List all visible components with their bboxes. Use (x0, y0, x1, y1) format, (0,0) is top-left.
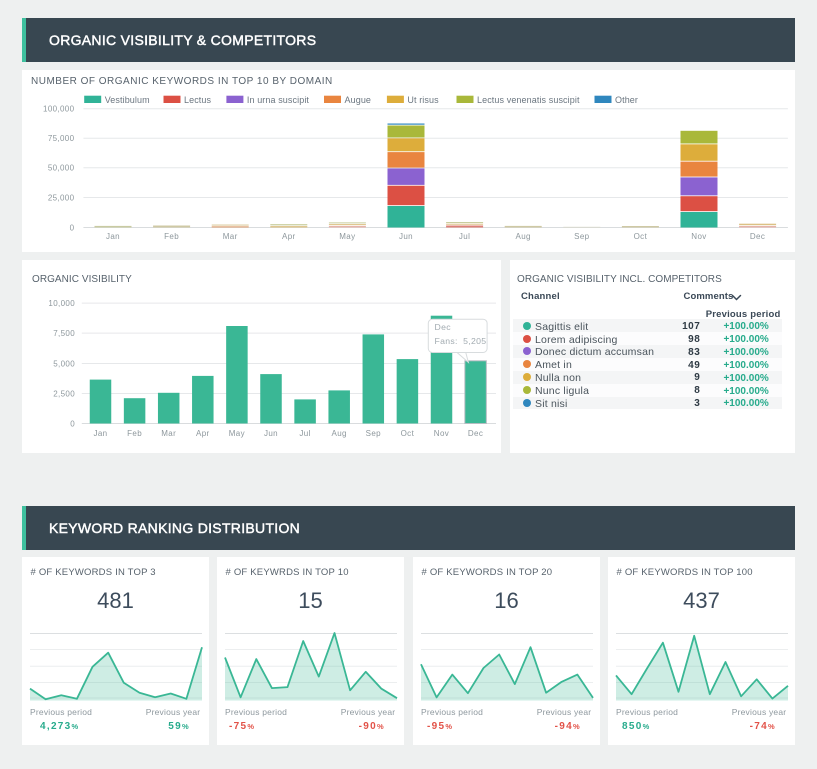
svg-text:Sep: Sep (574, 232, 590, 241)
svg-text:May: May (229, 429, 245, 438)
svg-text:0: 0 (70, 223, 75, 232)
svg-text:Jan: Jan (106, 232, 120, 241)
svg-text:Dec: Dec (750, 232, 765, 241)
svg-text:0: 0 (70, 419, 75, 428)
svg-text:Apr: Apr (196, 429, 210, 438)
svg-text:Oct: Oct (634, 232, 648, 241)
svg-text:Jun: Jun (264, 429, 278, 438)
svg-text:Dec: Dec (468, 429, 483, 438)
svg-text:Mar: Mar (223, 232, 238, 241)
svg-text:Other: Other (615, 95, 638, 105)
svg-text:2,500: 2,500 (53, 389, 75, 398)
svg-text:5,000: 5,000 (53, 359, 75, 368)
svg-text:Jan: Jan (93, 429, 107, 438)
svg-text:In urna suscipit: In urna suscipit (247, 95, 310, 105)
svg-text:Mar: Mar (161, 429, 176, 438)
svg-text:Jun: Jun (399, 232, 413, 241)
svg-text:Fans: 5,205: Fans: 5,205 (435, 336, 487, 346)
svg-text:Aug: Aug (331, 429, 346, 438)
svg-text:75,000: 75,000 (48, 134, 75, 143)
svg-text:100,000: 100,000 (43, 105, 75, 114)
svg-text:Nov: Nov (691, 232, 706, 241)
svg-text:25,000: 25,000 (48, 193, 75, 202)
svg-text:May: May (339, 232, 355, 241)
svg-text:Aug: Aug (515, 232, 530, 241)
svg-text:Apr: Apr (282, 232, 296, 241)
svg-text:Jul: Jul (459, 232, 470, 241)
svg-text:Lectus: Lectus (184, 95, 212, 105)
svg-text:10,000: 10,000 (48, 299, 75, 308)
svg-text:Ut risus: Ut risus (407, 95, 439, 105)
svg-text:Augue: Augue (345, 95, 372, 105)
svg-text:Oct: Oct (401, 429, 415, 438)
svg-text:Dec: Dec (435, 322, 452, 332)
svg-text:Nov: Nov (434, 429, 449, 438)
svg-text:Vestibulum: Vestibulum (105, 95, 150, 105)
svg-text:7,500: 7,500 (53, 329, 75, 338)
svg-text:Feb: Feb (164, 232, 179, 241)
svg-text:Jul: Jul (299, 429, 310, 438)
svg-text:Feb: Feb (127, 429, 142, 438)
svg-text:50,000: 50,000 (48, 164, 75, 173)
svg-text:Lectus venenatis suscipit: Lectus venenatis suscipit (477, 95, 580, 105)
svg-text:Sep: Sep (366, 429, 382, 438)
